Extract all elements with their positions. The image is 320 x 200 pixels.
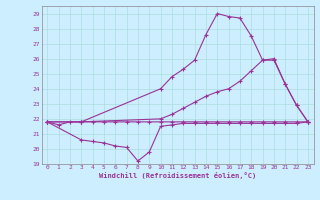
X-axis label: Windchill (Refroidissement éolien,°C): Windchill (Refroidissement éolien,°C) [99,172,256,179]
